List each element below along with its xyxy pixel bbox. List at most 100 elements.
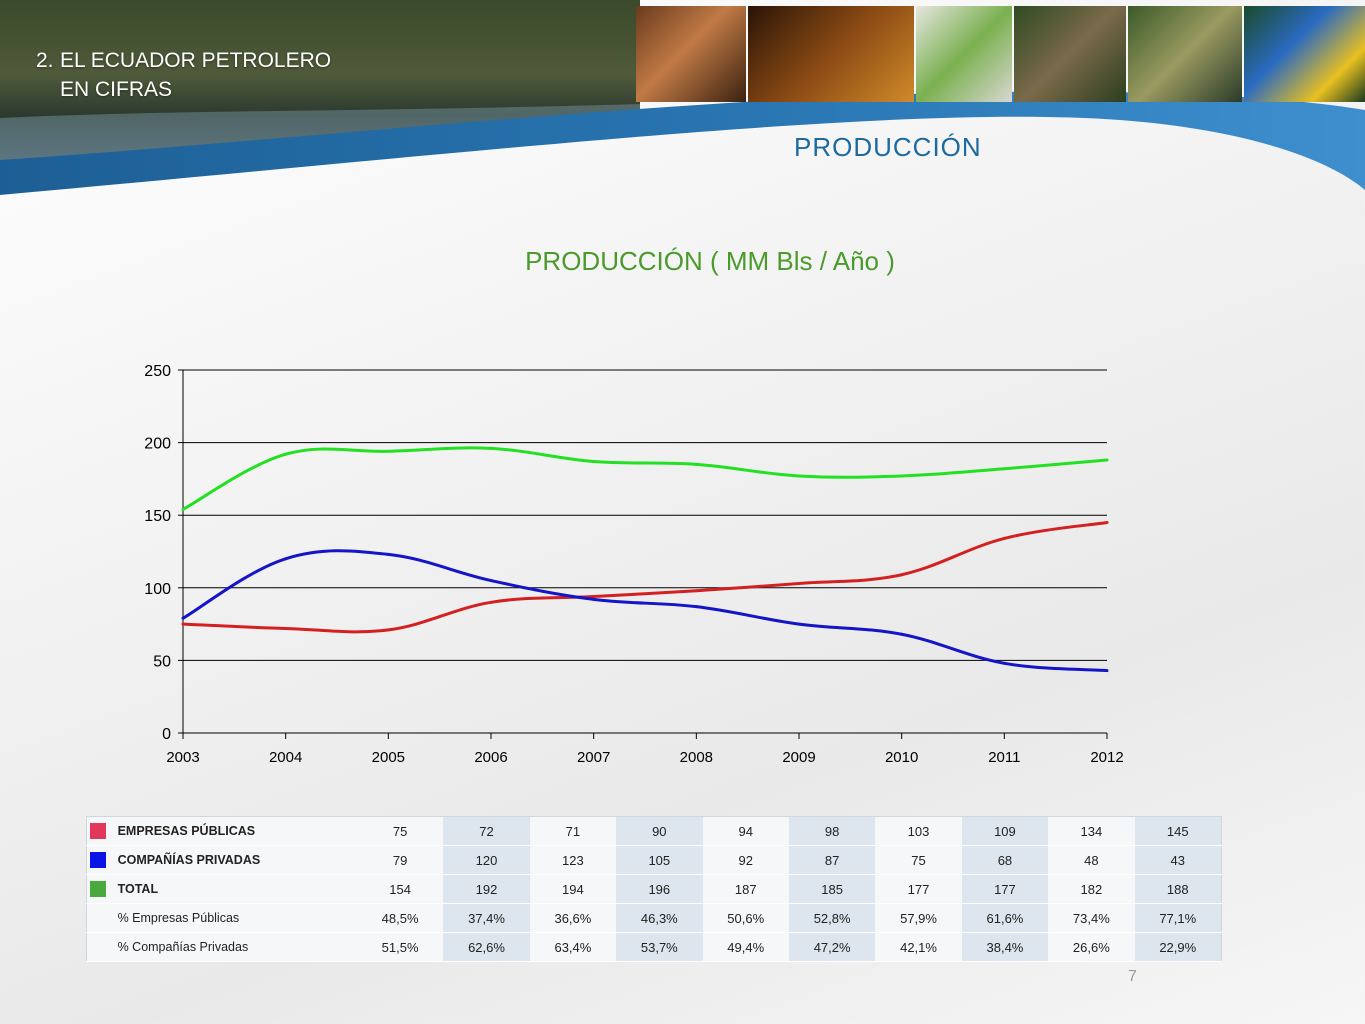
data-point-publicas — [386, 628, 390, 632]
table-cell: 177 — [961, 874, 1049, 904]
table-cell: 36,6% — [529, 903, 617, 933]
table-cell: 61,6% — [961, 903, 1049, 933]
series-line-privadas — [182, 549, 1108, 673]
table-cell: 22,9% — [1134, 932, 1222, 962]
data-point-privadas — [900, 632, 904, 636]
table-cell: 48,5% — [356, 903, 444, 933]
data-point-privadas — [797, 622, 801, 626]
production-chart: 0 50 100 150 200 250 2003 2004 2005 2006 2007 2008 2… — [100, 350, 1160, 780]
x-tick-label: 2004 — [269, 749, 302, 766]
table-cell: 50,6% — [702, 903, 789, 933]
data-point-privadas — [1105, 669, 1109, 673]
table-cell: 194 — [529, 874, 617, 904]
data-point-publicas — [694, 589, 698, 593]
table-cell: 71 — [529, 816, 617, 846]
header-banner — [0, 0, 1365, 200]
table-cell: 94 — [702, 816, 789, 846]
table-cell: 49,4% — [702, 932, 789, 962]
row-label: EMPRESAS PÚBLICAS — [109, 816, 357, 846]
data-point-publicas — [592, 595, 596, 599]
table-cell: 75 — [356, 816, 444, 846]
section-title: 2. EL ECUADOR PETROLERO EN CIFRAS — [36, 46, 331, 104]
series-line-total — [182, 446, 1108, 511]
y-tick-label: 150 — [144, 508, 171, 525]
data-point-total — [694, 462, 698, 466]
table-cell: 43 — [1134, 845, 1222, 875]
data-point-publicas — [284, 626, 288, 630]
table-row: TOTAL 154 192 194 196 187 185 177 177 182 188 — [86, 874, 1222, 904]
table-cell: 53,7% — [616, 932, 703, 962]
table-cell: 90 — [616, 816, 703, 846]
table-cell: 72 — [443, 816, 530, 846]
data-point-privadas — [284, 557, 288, 561]
y-tick-label: 200 — [144, 436, 171, 453]
table-cell: 77,1% — [1134, 903, 1222, 933]
y-tick-label: 0 — [162, 726, 171, 743]
chart-svg: 0 50 100 150 200 250 2003 2004 2005 2006 2007 2008 2… — [144, 363, 1123, 766]
table-cell: 42,1% — [875, 932, 962, 962]
production-table: EMPRESAS PÚBLICAS 75 72 71 90 94 98 103 109 134 14… — [86, 816, 1222, 962]
y-tick-label: 50 — [153, 653, 171, 670]
x-tick-label: 2006 — [474, 749, 507, 766]
legend-swatch-cell — [86, 932, 110, 962]
data-point-publicas — [1105, 520, 1109, 524]
table-cell: 51,5% — [356, 932, 444, 962]
legend-swatch-cell — [86, 845, 110, 875]
table-cell: 57,9% — [875, 903, 962, 933]
table-cell: 75 — [875, 845, 962, 875]
x-tick-label: 2009 — [782, 749, 815, 766]
x-tick-label: 2007 — [577, 749, 610, 766]
legend-swatch-privadas — [90, 852, 107, 869]
legend-swatch-total — [90, 881, 107, 898]
row-label: % Compañías Privadas — [109, 932, 357, 962]
table-cell: 79 — [356, 845, 444, 875]
section-number: 2. — [36, 49, 54, 72]
table-row: % Empresas Públicas 48,5% 37,4% 36,6% 46,3% 5… — [86, 903, 1222, 933]
data-point-total — [386, 449, 390, 453]
table-cell: 48 — [1048, 845, 1135, 875]
legend-swatch-cell — [86, 874, 110, 904]
chart-title: PRODUCCIÓN ( MM Bls / Año ) — [525, 246, 895, 276]
page-number: 7 — [1128, 968, 1137, 985]
data-point-total — [900, 474, 904, 478]
table-cell: 38,4% — [961, 932, 1049, 962]
x-tick-label: 2003 — [166, 749, 199, 766]
data-point-privadas — [489, 579, 493, 583]
x-tick-label: 2008 — [680, 749, 713, 766]
table-cell: 109 — [961, 816, 1049, 846]
table-cell: 52,8% — [788, 903, 876, 933]
oil-pump-photo — [748, 6, 914, 102]
child-photo — [636, 6, 746, 102]
series-line-publicas — [182, 520, 1108, 634]
table-cell: 134 — [1048, 816, 1135, 846]
parrot-photo — [1244, 6, 1365, 102]
section-title-line2: EN CIFRAS — [60, 78, 173, 101]
table-cell: 26,6% — [1048, 932, 1135, 962]
x-tick-label: 2012 — [1090, 749, 1123, 766]
data-point-total — [489, 446, 493, 450]
table-row: COMPAÑÍAS PRIVADAS 79 120 123 105 92 87 75 68 48 4… — [86, 845, 1222, 875]
table-row: EMPRESAS PÚBLICAS 75 72 71 90 94 98 103 109 134 14… — [86, 816, 1222, 846]
table-cell: 62,6% — [443, 932, 530, 962]
section-title-line1: EL ECUADOR PETROLERO — [60, 49, 332, 72]
legend-swatch-cell — [86, 816, 110, 846]
table-cell: 187 — [702, 874, 789, 904]
data-point-publicas — [181, 622, 185, 626]
table-cell: 92 — [702, 845, 789, 875]
data-point-total — [284, 452, 288, 456]
table-cell: 196 — [616, 874, 703, 904]
indigenous-people-photo — [1014, 6, 1126, 102]
data-point-privadas — [1002, 661, 1006, 665]
data-point-total — [1105, 458, 1109, 462]
data-point-privadas — [386, 552, 390, 556]
data-point-privadas — [181, 616, 185, 620]
table-cell: 37,4% — [443, 903, 530, 933]
y-tick-label: 100 — [144, 581, 171, 598]
data-point-publicas — [489, 600, 493, 604]
data-point-publicas — [900, 573, 904, 577]
table-cell: 188 — [1134, 874, 1222, 904]
table-cell: 145 — [1134, 816, 1222, 846]
data-point-privadas — [694, 605, 698, 609]
table-row: % Compañías Privadas 51,5% 62,6% 63,4% 53,7%… — [86, 932, 1222, 962]
legend-swatch-publicas — [90, 823, 107, 840]
